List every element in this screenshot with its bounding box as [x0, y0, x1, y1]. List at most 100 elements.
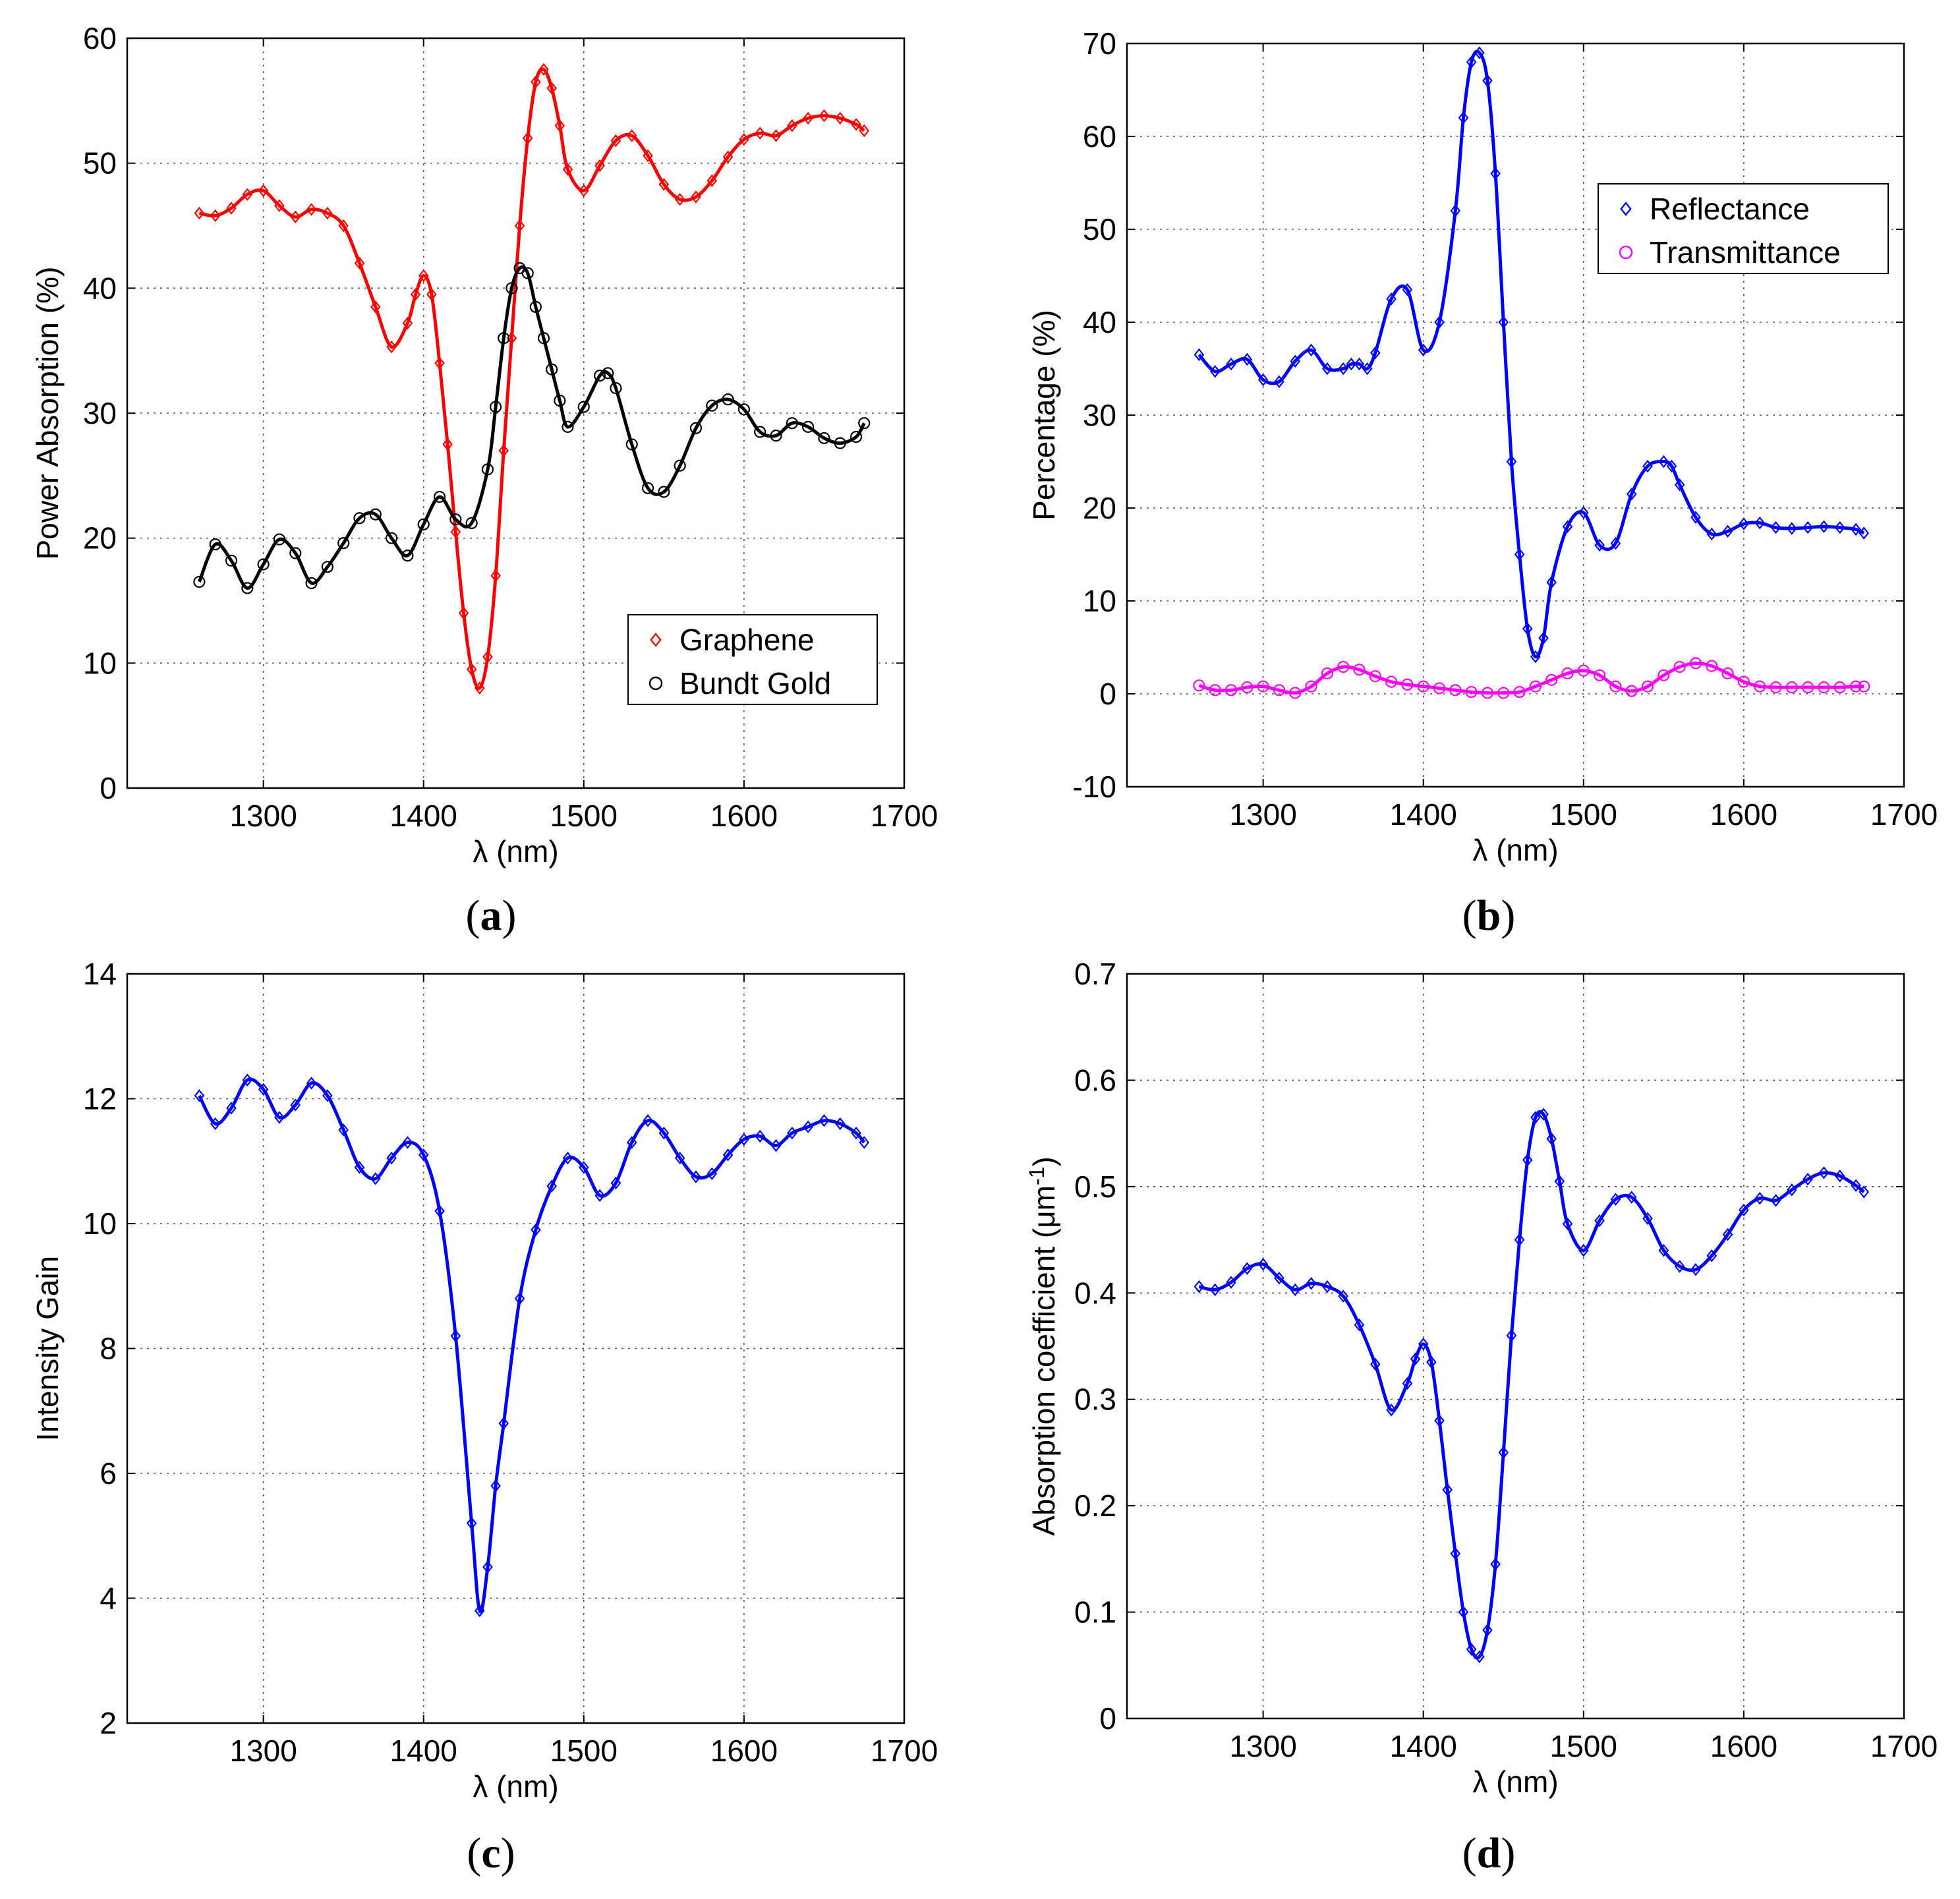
- data-point: [1858, 680, 1870, 693]
- data-point: [531, 75, 541, 89]
- data-point: [1739, 517, 1749, 530]
- data-point: [1609, 680, 1622, 693]
- x-tick-label: 1500: [550, 799, 618, 833]
- data-point: [353, 512, 366, 524]
- data-point: [1337, 661, 1350, 673]
- data-point: [562, 1151, 573, 1165]
- data-point: [1506, 1329, 1517, 1342]
- data-point: [1401, 678, 1414, 691]
- data-point: [458, 606, 469, 620]
- data-point: [537, 332, 550, 345]
- data-point: [273, 533, 286, 546]
- data-point: [490, 569, 501, 582]
- data-point: [1658, 1243, 1669, 1257]
- data-point: [1785, 681, 1798, 694]
- x-tick-label: 1400: [1390, 1729, 1457, 1763]
- x-tick-label: 1400: [390, 799, 457, 833]
- data-point: [402, 316, 413, 330]
- data-point: [1562, 520, 1573, 533]
- data-point: [498, 1417, 509, 1430]
- data-point: [242, 1073, 253, 1087]
- data-point: [522, 131, 533, 145]
- x-tick-label: 1300: [1229, 797, 1296, 832]
- data-point: [322, 206, 333, 220]
- data-point: [1257, 1257, 1269, 1271]
- y-tick-label: 10: [83, 1206, 117, 1241]
- data-point: [1754, 680, 1766, 693]
- data-point: [802, 420, 815, 433]
- data-point: [1818, 681, 1830, 694]
- data-point: [1354, 357, 1365, 371]
- data-point: [531, 1223, 541, 1237]
- data-point: [386, 1151, 397, 1165]
- data-point: [450, 1329, 461, 1343]
- data-point: [474, 681, 485, 695]
- data-point: [1353, 664, 1366, 676]
- data-point: [1787, 522, 1797, 535]
- data-point: [258, 1083, 269, 1096]
- data-point: [722, 1148, 734, 1162]
- data-point: [433, 490, 446, 503]
- data-point: [1513, 686, 1526, 698]
- data-point: [1474, 1650, 1485, 1664]
- data-point: [1434, 1414, 1445, 1427]
- data-point: [1194, 348, 1205, 362]
- y-axis-label: Intensity Gain: [30, 1256, 65, 1441]
- y-axis-label: Power Absorption (%): [30, 267, 65, 560]
- data-point: [691, 1170, 701, 1183]
- data-point: [1851, 1179, 1861, 1193]
- data-point: [1562, 1217, 1573, 1231]
- x-tick-label: 1300: [229, 799, 297, 833]
- data-point: [1522, 1153, 1533, 1167]
- data-point: [1225, 684, 1238, 696]
- x-tick-label: 1500: [1550, 1729, 1617, 1763]
- data-point: [1754, 1191, 1766, 1205]
- data-point: [514, 219, 525, 233]
- data-point: [722, 393, 734, 406]
- x-axis-label: λ (nm): [473, 834, 558, 868]
- data-point: [1418, 343, 1429, 357]
- data-point: [417, 518, 430, 530]
- data-point: [1433, 682, 1446, 694]
- data-point: [577, 401, 590, 413]
- data-point: [1449, 684, 1462, 696]
- data-point: [610, 382, 622, 395]
- data-point: [858, 417, 871, 430]
- data-point: [321, 561, 333, 573]
- x-tick-label: 1300: [1229, 1729, 1296, 1763]
- data-point: [1577, 664, 1590, 677]
- y-axis-label: Percentage (%): [1027, 310, 1061, 521]
- panel-label-c: (c): [467, 1829, 515, 1877]
- plot-area: [1127, 974, 1904, 1718]
- data-point: [1434, 316, 1445, 329]
- legend-entry: Reflectance: [1650, 192, 1810, 226]
- data-point: [1490, 167, 1501, 181]
- data-point: [434, 1205, 445, 1218]
- data-point: [1354, 1318, 1365, 1332]
- data-point: [1674, 1260, 1685, 1273]
- data-point: [1529, 680, 1542, 693]
- data-point: [482, 650, 493, 664]
- chart-panel-c: 1300 1400 1500 1600 1700 2 4 6 8 10 12 14 λ (nm) Inte…: [30, 957, 938, 1803]
- data-point: [1482, 1624, 1493, 1637]
- data-point: [521, 267, 534, 279]
- data-point: [1193, 679, 1205, 692]
- data-point: [1851, 523, 1861, 536]
- data-point: [1859, 1185, 1870, 1199]
- data-point: [1818, 520, 1830, 533]
- data-point: [674, 192, 685, 206]
- x-tick-label: 1600: [710, 799, 778, 833]
- data-point: [1209, 364, 1221, 378]
- data-point: [1386, 1403, 1397, 1417]
- data-point: [1554, 1175, 1565, 1188]
- data-point: [1833, 681, 1846, 694]
- data-point: [354, 256, 365, 270]
- data-point: [1497, 687, 1510, 699]
- data-point: [1578, 506, 1589, 519]
- data-point: [706, 399, 718, 412]
- data-point: [754, 426, 766, 438]
- data-point: [1722, 524, 1733, 538]
- data-point: [1722, 1228, 1733, 1241]
- data-point: [474, 1604, 485, 1618]
- data-point: [1402, 1376, 1413, 1390]
